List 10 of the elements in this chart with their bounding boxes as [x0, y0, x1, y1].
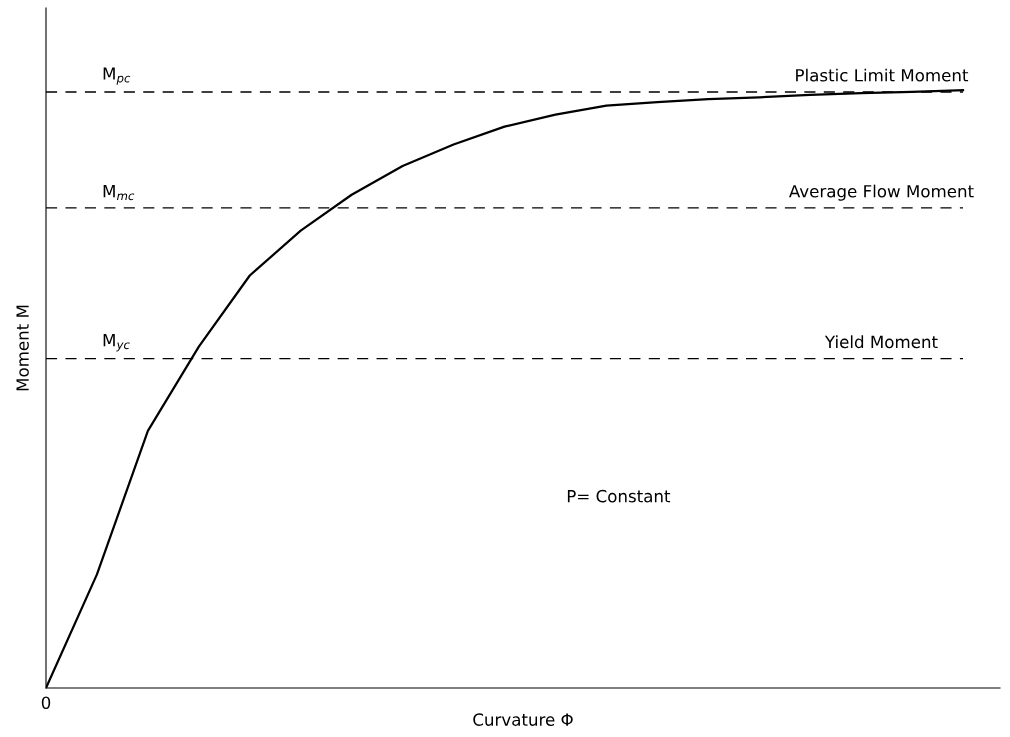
- annotation: P= Constant: [567, 489, 671, 503]
- ref-line-label: M$_{mc}$: [103, 185, 135, 201]
- x-axis-title: Curvature Φ: [473, 713, 573, 726]
- annotation: Yield Moment: [824, 335, 938, 349]
- ref-line-label: M$_{pc}$: [103, 67, 131, 85]
- y-axis-title: Moment M: [16, 305, 29, 391]
- text: 0: [41, 696, 51, 710]
- annotation: Plastic Limit Moment: [796, 68, 969, 82]
- annotation: Average Flow Moment: [789, 184, 974, 201]
- ref-line-label: M$_{yc}$: [103, 334, 130, 352]
